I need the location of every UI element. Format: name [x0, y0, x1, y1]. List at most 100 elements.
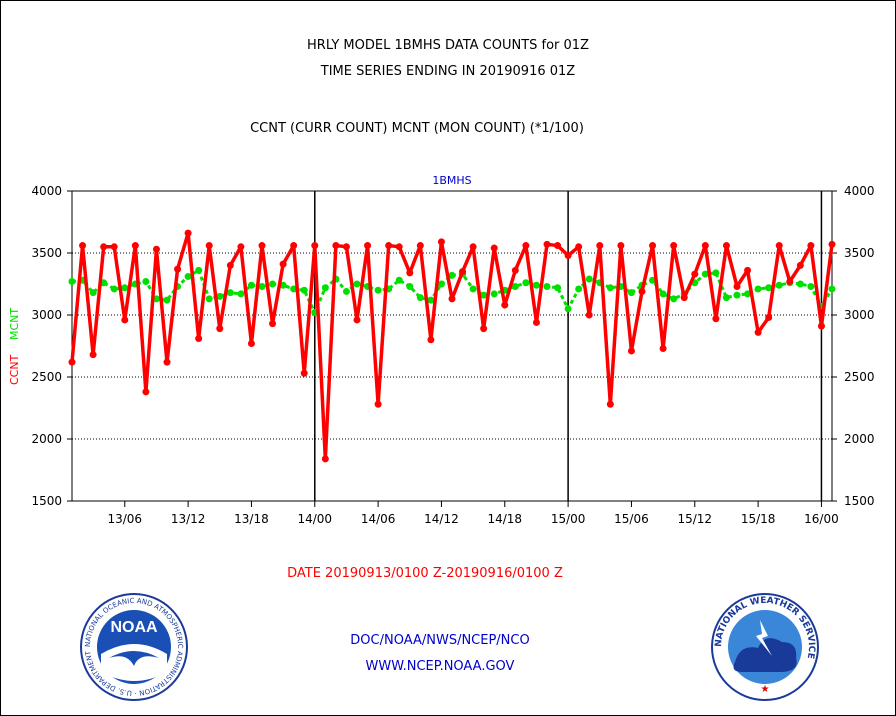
- data-point-ccnt: [79, 242, 87, 250]
- x-tick-label: 13/06: [107, 512, 142, 526]
- plot-title: 1BMHS: [432, 174, 471, 187]
- data-point-mcnt: [575, 285, 583, 293]
- data-point-ccnt: [152, 245, 160, 253]
- data-point-ccnt: [775, 242, 783, 250]
- data-point-mcnt: [733, 291, 741, 299]
- data-point-mcnt: [258, 282, 266, 290]
- data-point-mcnt: [532, 281, 540, 289]
- y-tick-label: 1500: [31, 494, 62, 508]
- data-point-mcnt: [796, 280, 804, 288]
- data-point-ccnt: [543, 240, 551, 248]
- data-point-ccnt: [733, 282, 741, 290]
- data-point-mcnt: [121, 284, 129, 292]
- data-point-ccnt: [744, 266, 752, 274]
- data-point-ccnt: [142, 388, 150, 396]
- data-point-ccnt: [247, 340, 255, 348]
- data-point-ccnt: [205, 242, 213, 250]
- data-point-mcnt: [564, 305, 572, 313]
- data-point-mcnt: [775, 281, 783, 289]
- data-point-mcnt: [205, 295, 213, 303]
- data-point-mcnt: [490, 290, 498, 298]
- y-tick-label: 3000: [31, 308, 62, 322]
- data-point-ccnt: [765, 313, 773, 321]
- data-point-mcnt: [701, 270, 709, 278]
- data-point-ccnt: [321, 455, 329, 463]
- data-point-ccnt: [437, 238, 445, 246]
- data-point-mcnt: [110, 285, 118, 293]
- data-point-ccnt: [585, 311, 593, 319]
- data-point-mcnt: [522, 279, 530, 287]
- data-point-ccnt: [649, 242, 657, 250]
- data-point-mcnt: [670, 295, 678, 303]
- data-point-ccnt: [786, 278, 794, 286]
- data-point-mcnt: [152, 295, 160, 303]
- data-point-ccnt: [216, 325, 224, 333]
- org-label: DOC/NOAA/NWS/NCEP/NCO: [350, 633, 530, 648]
- x-tick-label: 15/12: [677, 512, 712, 526]
- data-point-mcnt: [184, 273, 192, 281]
- data-point-ccnt: [659, 344, 667, 352]
- data-point-mcnt: [712, 269, 720, 277]
- y-tick-label-right: 2000: [844, 432, 875, 446]
- data-point-ccnt: [100, 243, 108, 251]
- x-tick-label: 13/12: [171, 512, 206, 526]
- data-point-mcnt: [353, 280, 361, 288]
- data-point-ccnt: [754, 328, 762, 336]
- data-point-ccnt: [807, 242, 815, 250]
- data-point-ccnt: [353, 316, 361, 324]
- noaa-logo-icon: NOAA NATIONAL OCEANIC AND ATMOSPHERIC AD…: [79, 592, 188, 701]
- data-point-ccnt: [226, 261, 234, 269]
- data-point-ccnt: [89, 351, 97, 359]
- x-tick-label: 14/18: [487, 512, 522, 526]
- data-point-ccnt: [554, 242, 562, 250]
- data-point-ccnt: [680, 294, 688, 302]
- y-tick-label-right: 3000: [844, 308, 875, 322]
- chart-subtitle: CCNT (CURR COUNT) MCNT (MON COUNT) (*1/1…: [250, 121, 584, 136]
- data-point-ccnt: [796, 261, 804, 269]
- data-point-ccnt: [416, 242, 424, 250]
- data-point-ccnt: [627, 347, 635, 355]
- data-point-mcnt: [765, 284, 773, 292]
- data-point-mcnt: [195, 266, 203, 274]
- data-point-ccnt: [691, 270, 699, 278]
- data-point-mcnt: [142, 278, 150, 286]
- data-point-ccnt: [121, 316, 129, 324]
- data-point-mcnt: [585, 275, 593, 283]
- data-point-ccnt: [575, 243, 583, 251]
- data-point-mcnt: [89, 289, 97, 297]
- y-axis-label-ccnt: CCNT: [8, 354, 21, 385]
- data-point-mcnt: [406, 282, 414, 290]
- data-point-ccnt: [385, 242, 393, 250]
- data-point-ccnt: [395, 243, 403, 251]
- data-point-ccnt: [131, 242, 139, 250]
- data-point-ccnt: [258, 242, 266, 250]
- data-point-ccnt: [174, 265, 182, 273]
- data-point-ccnt: [269, 320, 277, 328]
- x-tick-label: 15/18: [741, 512, 776, 526]
- data-point-ccnt: [332, 242, 340, 250]
- date-range-label: DATE 20190913/0100 Z-20190916/0100 Z: [287, 566, 563, 581]
- data-point-ccnt: [300, 369, 308, 377]
- x-tick-label: 15/06: [614, 512, 649, 526]
- y-tick-label: 2500: [31, 370, 62, 384]
- chart-title-line2: TIME SERIES ENDING IN 20190916 01Z: [320, 64, 576, 79]
- data-point-ccnt: [606, 400, 614, 408]
- data-point-ccnt: [480, 325, 488, 333]
- data-point-mcnt: [480, 291, 488, 299]
- chart-title-line1: HRLY MODEL 1BMHS DATA COUNTS for 01Z: [307, 38, 589, 53]
- data-point-mcnt: [754, 285, 762, 293]
- y-tick-label-right: 1500: [844, 494, 875, 508]
- data-point-mcnt: [606, 284, 614, 292]
- data-point-ccnt: [290, 242, 298, 250]
- data-point-ccnt: [374, 400, 382, 408]
- data-point-ccnt: [110, 243, 118, 251]
- data-point-mcnt: [828, 285, 836, 293]
- data-point-mcnt: [448, 271, 456, 279]
- data-point-mcnt: [342, 287, 350, 295]
- y-axis-label-mcnt: MCNT: [8, 308, 21, 340]
- x-tick-label: 15/00: [551, 512, 586, 526]
- x-tick-label: 16/00: [804, 512, 839, 526]
- data-point-ccnt: [501, 301, 509, 309]
- data-point-ccnt: [638, 287, 646, 295]
